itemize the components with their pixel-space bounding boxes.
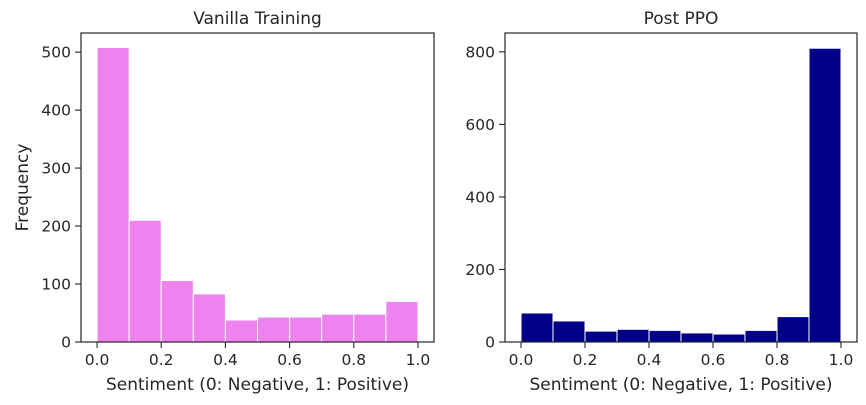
x-tick-label: 0.4 xyxy=(213,351,238,369)
y-tick-label: 500 xyxy=(41,44,71,62)
histogram-bar xyxy=(584,330,618,343)
histogram-bar xyxy=(321,313,355,343)
plot-frame xyxy=(80,32,435,343)
histogram-bar xyxy=(224,319,258,343)
x-tick-label: 1.0 xyxy=(829,351,854,369)
y-tick-label: 400 xyxy=(41,102,71,120)
y-axis-label: Frequency xyxy=(13,144,33,232)
x-tick-label: 0.6 xyxy=(701,351,726,369)
histogram-bar xyxy=(289,316,323,343)
histogram-bar xyxy=(744,329,778,343)
x-tick-label: 1.0 xyxy=(406,351,431,369)
histogram-bar xyxy=(160,280,194,343)
histogram-bar xyxy=(128,219,162,343)
x-axis-label: Sentiment (0: Negative, 1: Positive) xyxy=(106,375,409,395)
x-tick-label: 0.6 xyxy=(277,351,302,369)
y-tick-label: 400 xyxy=(465,188,495,206)
x-tick-label: 0.8 xyxy=(765,351,790,369)
histogram-bar xyxy=(616,328,650,343)
chart-title: Post PPO xyxy=(644,9,719,29)
x-tick-label: 0.4 xyxy=(637,351,662,369)
histogram-bar xyxy=(712,333,746,343)
plot-frame xyxy=(504,32,858,343)
histogram-bar xyxy=(680,332,714,343)
y-tick-label: 600 xyxy=(465,116,495,134)
x-tick-label: 0.2 xyxy=(573,351,598,369)
histogram-bar xyxy=(776,316,810,343)
histogram-bar xyxy=(96,46,130,343)
histogram-bar xyxy=(552,320,586,343)
histogram-bar xyxy=(385,300,419,343)
histogram-bar xyxy=(520,312,554,343)
chart-title: Vanilla Training xyxy=(193,9,322,29)
histogram-bar xyxy=(808,47,842,343)
y-tick-label: 0 xyxy=(485,334,495,352)
x-tick-label: 0.8 xyxy=(341,351,366,369)
y-tick-label: 100 xyxy=(41,276,71,294)
y-tick-label: 300 xyxy=(41,160,71,178)
histogram-panel-1: 0.0 0.2 0.4 0.6 0.8 1.0 0 100 200 300 400 500 Vanill… xyxy=(13,9,435,395)
y-tick-label: 0 xyxy=(61,334,71,352)
histogram-bar xyxy=(192,293,226,343)
x-tick-label: 0.2 xyxy=(149,351,174,369)
x-tick-label: 0.0 xyxy=(509,351,534,369)
histogram-bar xyxy=(648,329,682,343)
y-tick-label: 200 xyxy=(465,261,495,279)
y-tick-label: 800 xyxy=(465,43,495,61)
histogram-panel-2: 0.0 0.2 0.4 0.6 0.8 1.0 0 200 400 600 800 Post PPO S… xyxy=(465,9,858,395)
histogram-bar xyxy=(257,316,291,343)
histogram-bar xyxy=(353,313,387,343)
x-axis-label: Sentiment (0: Negative, 1: Positive) xyxy=(529,375,832,395)
x-tick-label: 0.0 xyxy=(85,351,110,369)
y-tick-label: 200 xyxy=(41,218,71,236)
